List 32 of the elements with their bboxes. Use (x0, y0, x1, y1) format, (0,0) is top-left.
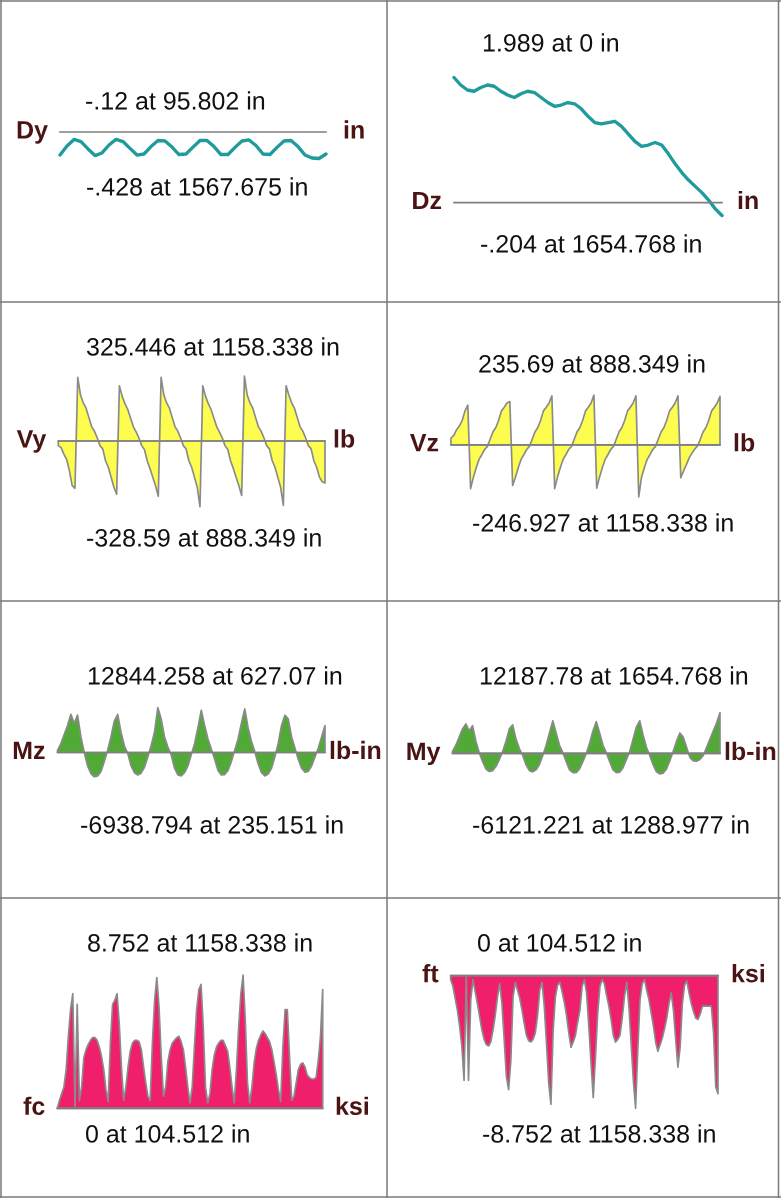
text: -246.927 at 1158.338 in (473, 513, 733, 532)
y-axis-title: ft (422, 964, 439, 983)
text: 12844.258 at 627.07 in (88, 666, 342, 685)
y-axis-title: Dz (413, 191, 442, 210)
text: lb (734, 433, 755, 452)
text: -6938.794 at 235.151 in (81, 815, 343, 834)
text: ksi (732, 964, 764, 983)
text: lb (334, 429, 355, 448)
text: 0 at 104.512 in (477, 933, 641, 952)
y-axis-title: fc (23, 1096, 45, 1116)
text: -328.59 at 888.349 in (87, 528, 321, 547)
text: 325.446 at 1158.338 in (86, 337, 339, 356)
y-axis-title: My (407, 742, 441, 766)
y-axis-title: Vy (16, 430, 47, 453)
text: ksi (336, 1096, 368, 1116)
text: in (344, 120, 364, 139)
text: -.12 at 95.802 in (86, 91, 265, 110)
text: 1.989 at 0 in (483, 33, 618, 52)
text: in (738, 190, 758, 210)
text: lb-in (330, 740, 381, 760)
text: -6121.221 at 1288.977 in (473, 815, 749, 834)
text: -8.752 at 1158.338 in (483, 1124, 715, 1143)
text: -.428 at 1567.675 in (87, 177, 307, 196)
text: lb-in (725, 741, 776, 761)
text: 8.752 at 1158.338 in (88, 933, 312, 952)
text: 0 at 104.512 in (85, 1124, 249, 1143)
text: 12187.78 at 1654.768 in (480, 666, 748, 685)
y-axis-title: Mz (13, 741, 45, 759)
text: -.204 at 1654.768 in (481, 234, 701, 253)
y-axis-title: Vz (410, 434, 439, 452)
y-axis-title: Dy (17, 121, 48, 144)
text: 235.69 at 888.349 in (479, 354, 705, 373)
